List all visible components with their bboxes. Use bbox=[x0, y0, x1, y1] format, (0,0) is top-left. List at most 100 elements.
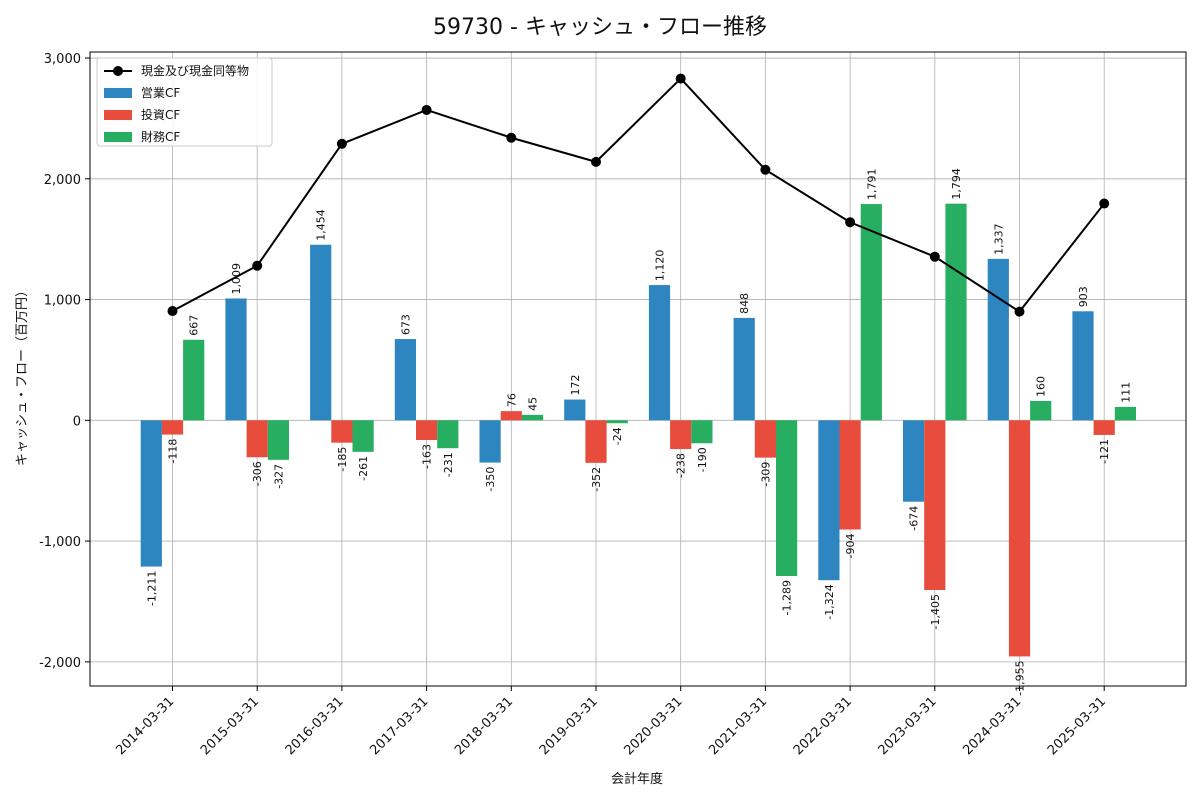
x-axis-label: 会計年度 bbox=[611, 771, 663, 787]
bar-3 bbox=[606, 420, 628, 424]
x-tick-label: 2015-03-31 bbox=[198, 694, 262, 758]
bar-2 bbox=[585, 420, 607, 463]
cash-point bbox=[167, 306, 178, 317]
data-label: -904 bbox=[844, 533, 857, 558]
cash-point bbox=[1014, 306, 1025, 317]
bar-3 bbox=[945, 203, 967, 421]
data-label: -309 bbox=[759, 462, 772, 487]
data-label: -1,324 bbox=[823, 584, 836, 619]
data-label: 172 bbox=[569, 375, 582, 396]
bar-1 bbox=[648, 285, 671, 421]
data-label: 1,120 bbox=[654, 250, 667, 282]
data-label: -1,211 bbox=[145, 571, 158, 606]
data-label: -1,289 bbox=[781, 580, 794, 615]
data-label: -1,405 bbox=[929, 594, 942, 629]
bar-1 bbox=[733, 317, 755, 421]
x-tick-label: 2019-03-31 bbox=[537, 694, 601, 758]
plot-frame bbox=[89, 51, 1187, 687]
data-label: 76 bbox=[505, 393, 518, 407]
data-label: 1,454 bbox=[315, 209, 328, 241]
line-layer bbox=[167, 73, 1110, 317]
data-label: 1,009 bbox=[230, 263, 243, 295]
y-tick-label: 0 bbox=[73, 414, 81, 429]
cash-point bbox=[845, 217, 856, 228]
cash-point bbox=[336, 138, 347, 149]
x-tick-label: 2020-03-31 bbox=[621, 694, 685, 758]
bar-3 bbox=[1114, 406, 1136, 421]
data-label: 45 bbox=[527, 397, 540, 411]
data-label: -118 bbox=[167, 439, 180, 464]
data-label: -1,955 bbox=[1014, 660, 1027, 695]
legend-label: 投資CF bbox=[141, 107, 180, 122]
data-label: -261 bbox=[357, 456, 370, 481]
bar-2 bbox=[416, 420, 438, 441]
data-label: 1,337 bbox=[992, 223, 1005, 255]
bar-1 bbox=[225, 298, 247, 421]
y-tick-label: 2,000 bbox=[44, 173, 81, 188]
x-tick-label: 2024-03-31 bbox=[960, 694, 1024, 758]
bar-1 bbox=[310, 244, 332, 421]
data-label: 160 bbox=[1035, 376, 1048, 397]
cash-point bbox=[506, 132, 517, 143]
cash-point bbox=[421, 104, 432, 115]
x-tick-label: 2016-03-31 bbox=[283, 694, 347, 758]
bar-2 bbox=[839, 420, 861, 530]
data-label: -238 bbox=[675, 453, 688, 478]
bar-1 bbox=[394, 339, 416, 421]
data-label: 667 bbox=[188, 315, 201, 336]
bar-2 bbox=[331, 420, 353, 443]
data-label: -352 bbox=[590, 467, 603, 492]
data-label: -306 bbox=[251, 461, 264, 486]
legend-label: 営業CF bbox=[141, 86, 180, 100]
data-label: 903 bbox=[1077, 286, 1090, 307]
cash-point bbox=[252, 260, 263, 271]
data-label: 1,794 bbox=[950, 168, 963, 200]
legend-label: 現金及び現金同等物 bbox=[141, 63, 249, 78]
legend-box bbox=[96, 57, 273, 147]
bar-3 bbox=[1030, 401, 1052, 421]
bar-1 bbox=[903, 420, 925, 502]
data-label: -121 bbox=[1098, 439, 1111, 464]
legend-swatch bbox=[104, 110, 132, 120]
data-label: -185 bbox=[336, 447, 349, 472]
legend-swatch bbox=[104, 88, 132, 98]
data-labels-layer: -1,211 1,009 1,454 673 -350 172 1,120 848 -1,324… bbox=[145, 168, 1132, 696]
data-label: -163 bbox=[421, 444, 434, 469]
data-label: 111 bbox=[1119, 382, 1132, 403]
bar-3 bbox=[437, 420, 459, 449]
bar-2 bbox=[161, 420, 184, 435]
legend-swatch bbox=[104, 132, 132, 142]
bar-3 bbox=[183, 339, 205, 421]
bar-2 bbox=[1093, 420, 1115, 435]
data-label: -350 bbox=[484, 467, 497, 492]
legend-marker bbox=[113, 66, 123, 76]
y-tick-label: 3,000 bbox=[44, 52, 81, 67]
x-tick-label: 2018-03-31 bbox=[452, 694, 516, 758]
data-label: -190 bbox=[696, 447, 709, 472]
bar-3 bbox=[521, 414, 544, 421]
bar-2 bbox=[246, 420, 268, 458]
y-tick-label: 1,000 bbox=[44, 294, 81, 309]
data-label: 848 bbox=[738, 293, 751, 314]
bar-1 bbox=[1072, 311, 1094, 421]
chart-title: 59730 - キャッシュ・フロー推移 bbox=[433, 15, 767, 40]
bar-1 bbox=[479, 420, 501, 463]
data-label: -674 bbox=[908, 506, 921, 531]
x-tick-label: 2021-03-31 bbox=[706, 694, 770, 758]
x-tick-label: 2025-03-31 bbox=[1045, 694, 1109, 758]
data-label: -231 bbox=[442, 452, 455, 477]
x-tick-label: 2022-03-31 bbox=[791, 694, 855, 758]
data-label: 1,791 bbox=[865, 169, 878, 201]
y-tick-label: -2,000 bbox=[39, 656, 81, 671]
data-label: -24 bbox=[611, 427, 624, 445]
bar-2 bbox=[670, 420, 692, 450]
bar-3 bbox=[860, 204, 882, 421]
bar-1 bbox=[564, 399, 586, 421]
bar-1 bbox=[140, 420, 162, 567]
bar-2 bbox=[500, 411, 522, 421]
cash-point bbox=[1099, 198, 1110, 209]
bars-layer bbox=[140, 203, 1136, 657]
x-tick-label: 2017-03-31 bbox=[367, 694, 431, 758]
